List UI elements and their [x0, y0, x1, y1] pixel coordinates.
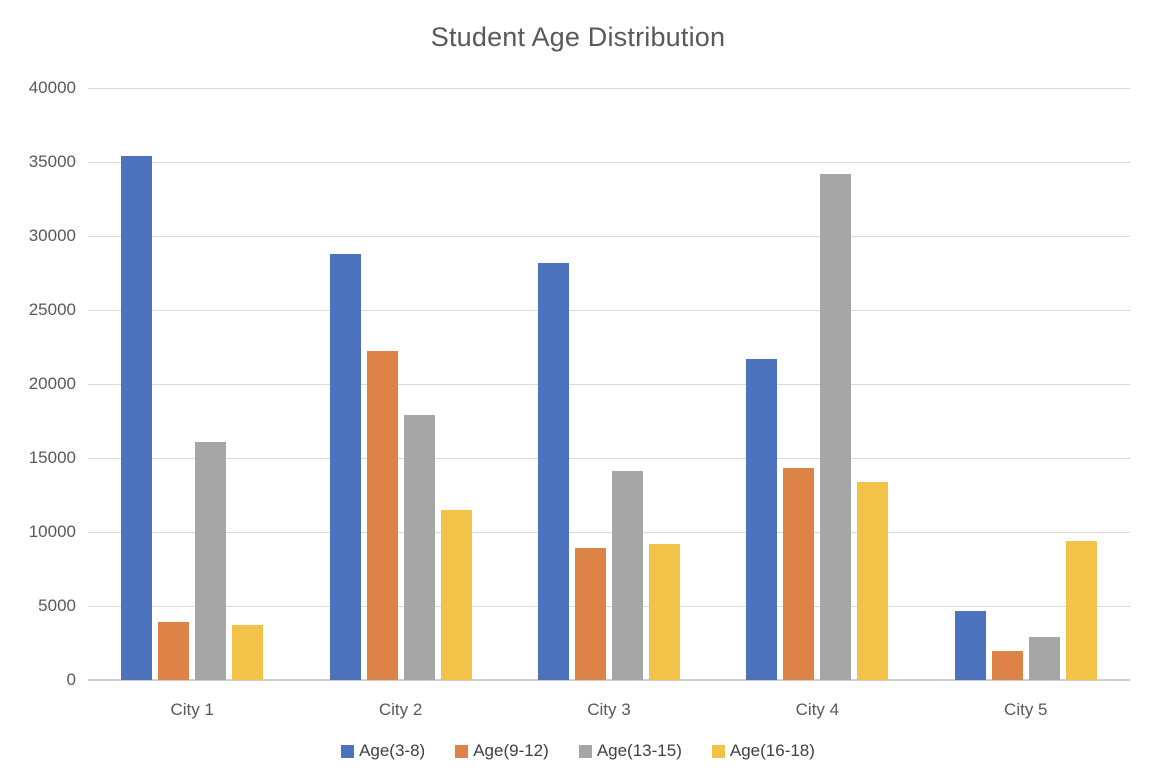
bar	[746, 358, 778, 680]
chart-title: Student Age Distribution	[430, 22, 726, 52]
plot-area	[88, 88, 1130, 681]
bar	[611, 471, 643, 680]
bar-group	[713, 88, 921, 680]
y-tick-label: 25000	[28, 300, 76, 319]
gridline	[88, 458, 1130, 459]
bar	[648, 543, 680, 680]
bar	[537, 262, 569, 680]
y-tick-label: 5000	[38, 596, 76, 615]
legend-label: Age(13-15)	[596, 741, 682, 760]
legend-swatch-icon	[578, 744, 592, 758]
x-axis-line	[88, 679, 1130, 681]
gridline	[88, 236, 1130, 237]
bar	[820, 173, 852, 680]
bar	[232, 625, 264, 680]
bar	[195, 441, 227, 680]
x-tick-label: City 5	[1004, 700, 1048, 719]
bar	[440, 509, 472, 680]
y-tick-label: 15000	[28, 448, 76, 467]
y-tick-label: 40000	[28, 78, 76, 97]
gridline	[88, 384, 1130, 385]
x-tick-label: City 4	[795, 700, 840, 719]
legend-swatch-icon	[455, 744, 469, 758]
bar	[329, 253, 361, 680]
bar	[574, 548, 606, 680]
bar	[158, 622, 190, 680]
x-tick-label: City 1	[170, 700, 214, 719]
gridline	[88, 310, 1130, 311]
gridline	[88, 88, 1130, 89]
legend-item: Age(13-15)	[578, 741, 682, 761]
bar	[366, 351, 398, 680]
bar	[1065, 540, 1097, 680]
y-tick-label: 10000	[28, 522, 76, 541]
x-tick-label: City 3	[587, 700, 631, 719]
bar	[121, 156, 153, 680]
legend-label: Age(9-12)	[473, 741, 549, 760]
y-tick-label: 20000	[28, 374, 76, 393]
legend: Age(3-8) Age(9-12) Age(13-15) Age(16-18)	[0, 741, 1156, 761]
y-tick-label: 30000	[28, 226, 76, 245]
bar	[857, 481, 889, 680]
bar	[991, 651, 1023, 680]
legend-item: Age(3-8)	[341, 741, 425, 761]
gridline	[88, 162, 1130, 163]
x-tick-label: City 2	[378, 700, 423, 719]
bar-group	[505, 88, 713, 680]
bar-group	[88, 88, 296, 680]
legend-item: Age(9-12)	[455, 741, 549, 761]
legend-label: Age(16-18)	[729, 741, 815, 760]
y-tick-label: 0	[66, 670, 76, 689]
bar	[954, 611, 986, 680]
legend-swatch-icon	[341, 744, 355, 758]
bar	[783, 468, 815, 680]
bar	[1028, 637, 1060, 680]
y-tick-label: 35000	[28, 152, 76, 171]
gridline	[88, 532, 1130, 533]
gridline	[88, 606, 1130, 607]
legend-label: Age(3-8)	[359, 741, 426, 760]
bar	[403, 415, 435, 680]
bar-group	[922, 88, 1130, 680]
bar-group	[296, 88, 504, 680]
legend-item: Age(16-18)	[711, 741, 815, 761]
legend-swatch-icon	[711, 744, 725, 758]
